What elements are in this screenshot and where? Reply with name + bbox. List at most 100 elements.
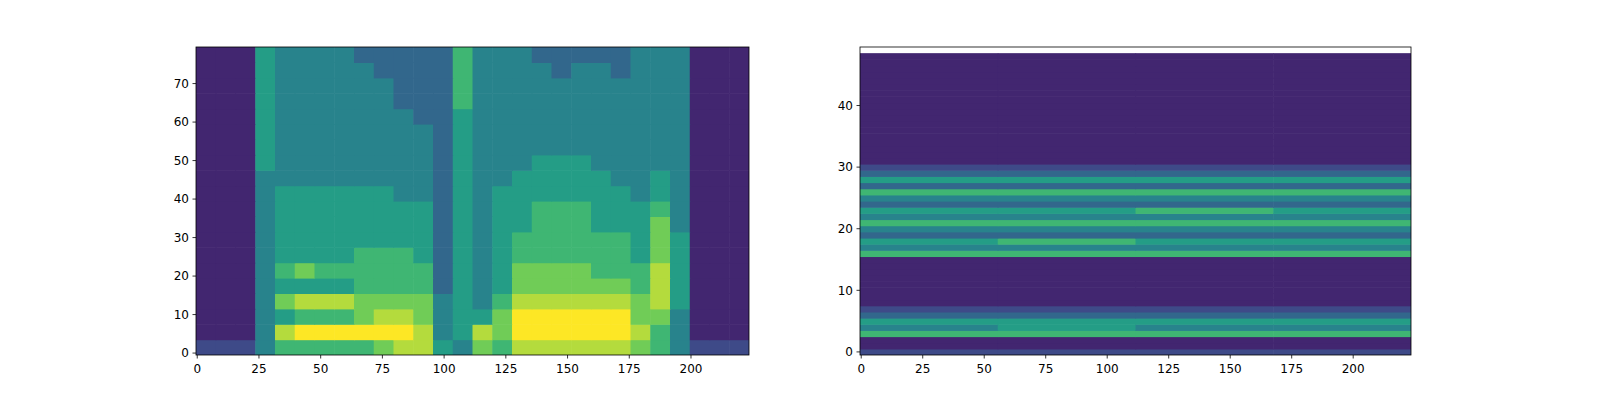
cell [275,309,295,325]
cell [1273,170,1411,177]
cell [413,263,433,279]
cell [236,139,256,155]
cell [591,186,611,202]
cell [729,47,749,63]
cell [710,155,730,171]
cell [374,201,394,217]
cell [315,201,335,217]
cell [196,247,216,263]
cell [374,139,394,155]
cell [591,139,611,155]
cell [650,78,670,94]
cell [236,62,256,78]
cell [1273,121,1411,128]
cell [998,176,1136,183]
cell [998,213,1136,220]
y-tick-label: 10 [174,308,189,322]
x-tick [444,355,445,359]
cell [650,201,670,217]
cell [532,124,552,140]
cell [433,278,453,294]
cell [216,324,236,340]
cell [433,201,453,217]
cell [571,324,591,340]
cell [1136,324,1274,331]
x-tick-label: 0 [193,362,201,376]
cell [670,139,690,155]
cell [631,324,651,340]
cell [591,47,611,63]
y-tick-label: 50 [174,154,189,168]
cell [670,201,690,217]
cell [998,250,1136,257]
cell [512,247,532,263]
cell [216,170,236,186]
cell [1273,115,1411,122]
cell [492,278,512,294]
cell [532,232,552,248]
cell [532,62,552,78]
cell [710,309,730,325]
cell [374,263,394,279]
cell [354,170,374,186]
cell [710,232,730,248]
cell [236,309,256,325]
cell [275,155,295,171]
cell [710,139,730,155]
cell [512,278,532,294]
y-tick-label: 30 [838,160,853,174]
cell [532,93,552,109]
cell [860,72,998,79]
cell [315,293,335,309]
cell [1273,127,1411,134]
cell [860,293,998,300]
cell [998,201,1136,208]
cell [1136,281,1274,288]
cell [571,124,591,140]
cell [532,47,552,63]
cell [860,244,998,251]
cell [236,201,256,217]
cell [591,309,611,325]
cell [998,164,1136,171]
cell [998,96,1136,103]
cell [453,278,473,294]
cell [710,47,730,63]
cell [394,139,414,155]
cell [315,216,335,232]
cell [394,78,414,94]
cell [611,78,631,94]
cell [473,309,493,325]
cell [591,78,611,94]
x-tick-label: 75 [1038,362,1053,376]
cell [552,109,572,125]
x-tick-label: 175 [1280,362,1303,376]
cell [394,278,414,294]
cell [670,109,690,125]
cell [394,109,414,125]
cell [1273,195,1411,202]
cell [196,62,216,78]
cell [532,170,552,186]
cell [1273,65,1411,72]
cell [492,109,512,125]
cell [295,324,315,340]
cell [433,186,453,202]
cell [591,109,611,125]
cell [315,324,335,340]
cell [710,324,730,340]
cell [196,109,216,125]
cell [394,170,414,186]
cell [710,278,730,294]
cell [334,324,354,340]
cell [710,340,730,355]
cell [512,139,532,155]
cell [670,232,690,248]
cell [216,216,236,232]
cell [374,109,394,125]
cell [196,293,216,309]
cell [473,216,493,232]
cell [295,139,315,155]
cell [532,78,552,94]
y-tick-label: 60 [174,115,189,129]
